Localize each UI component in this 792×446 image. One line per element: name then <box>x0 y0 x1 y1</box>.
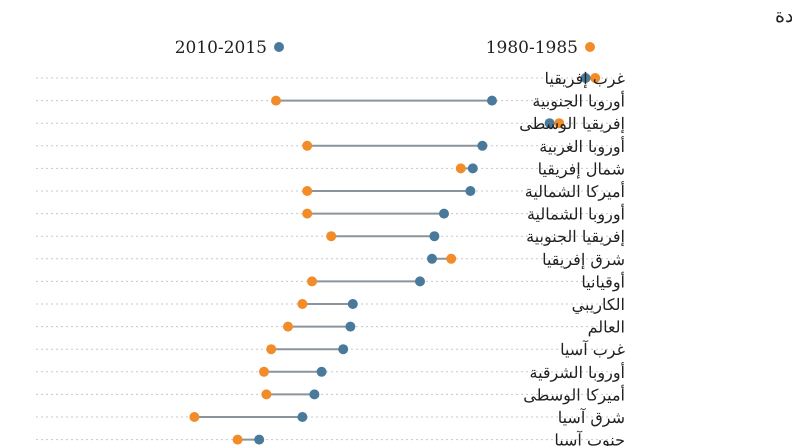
point-2010-2015 <box>465 186 476 196</box>
point-2010-2015 <box>316 366 327 377</box>
point-1980-1985 <box>590 73 601 83</box>
category-label: شرق آسيا <box>558 407 625 427</box>
point-1980-1985 <box>554 118 565 129</box>
point-1980-1985 <box>259 366 269 377</box>
category-label: جنوب آسيا <box>554 430 625 446</box>
legend-marker-2010-2015 <box>274 42 284 52</box>
category-label: إفريقيا الجنوبية <box>526 227 625 246</box>
point-2010-2015 <box>427 253 437 264</box>
legend: 1980-1985 2010-2015 <box>175 38 595 58</box>
point-1980-1985 <box>455 163 466 174</box>
point-1980-1985 <box>297 299 308 309</box>
legend-marker-1980-1985 <box>585 42 595 52</box>
point-1980-1985 <box>189 412 200 422</box>
category-label: شمال إفريقيا <box>538 159 625 178</box>
category-label: أميركا الوسطى <box>523 384 625 404</box>
legend-label-1980-1985: 1980-1985 <box>486 38 578 58</box>
legend-label-2010-2015: 2010-2015 <box>175 38 267 58</box>
point-2010-2015 <box>297 412 308 422</box>
category-label: غرب آسيا <box>560 339 625 359</box>
point-2010-2015 <box>345 321 356 332</box>
point-1980-1985 <box>283 321 293 332</box>
category-label: أميركا الشمالية <box>525 181 625 201</box>
point-2010-2015 <box>477 140 488 151</box>
point-2010-2015 <box>347 299 358 309</box>
point-2010-2015 <box>580 73 591 83</box>
point-2010-2015 <box>487 95 497 106</box>
plot-area: غرب إفريقيا أوروبا الجنوبية إفريقيا الوسطى… <box>36 69 625 446</box>
category-label: غرب إفريقيا <box>544 69 625 88</box>
point-2010-2015 <box>429 231 440 242</box>
point-2010-2015 <box>338 344 349 355</box>
point-1980-1985 <box>302 208 313 219</box>
point-2010-2015 <box>467 163 478 174</box>
point-1980-1985 <box>302 140 313 151</box>
category-label: أوروبا الشمالية <box>527 204 625 224</box>
category-label: العالم <box>588 318 625 337</box>
point-2010-2015 <box>254 434 265 445</box>
category-label: أوروبا الغربية <box>539 136 625 156</box>
category-label: أوقيانيا <box>581 271 625 291</box>
category-label: إفريقيا الوسطى <box>519 114 625 133</box>
category-label: شرق إفريقيا <box>542 250 625 269</box>
point-1980-1985 <box>302 186 313 196</box>
point-1980-1985 <box>307 276 317 287</box>
point-2010-2015 <box>544 118 555 129</box>
point-1980-1985 <box>266 344 277 355</box>
point-2010-2015 <box>439 208 449 219</box>
point-1980-1985 <box>326 231 337 242</box>
category-label: أوروبا الجنوبية <box>532 91 625 111</box>
point-1980-1985 <box>271 95 281 106</box>
point-2010-2015 <box>309 389 320 400</box>
category-label: أوروبا الشرقية <box>529 362 625 382</box>
point-2010-2015 <box>415 276 425 287</box>
chart-title: عدد التوائم لكل 1 000 ولادة <box>775 5 792 27</box>
point-1980-1985 <box>232 434 243 445</box>
point-1980-1985 <box>261 389 272 400</box>
point-1980-1985 <box>446 253 457 264</box>
category-label: الكاريبي <box>572 295 625 314</box>
